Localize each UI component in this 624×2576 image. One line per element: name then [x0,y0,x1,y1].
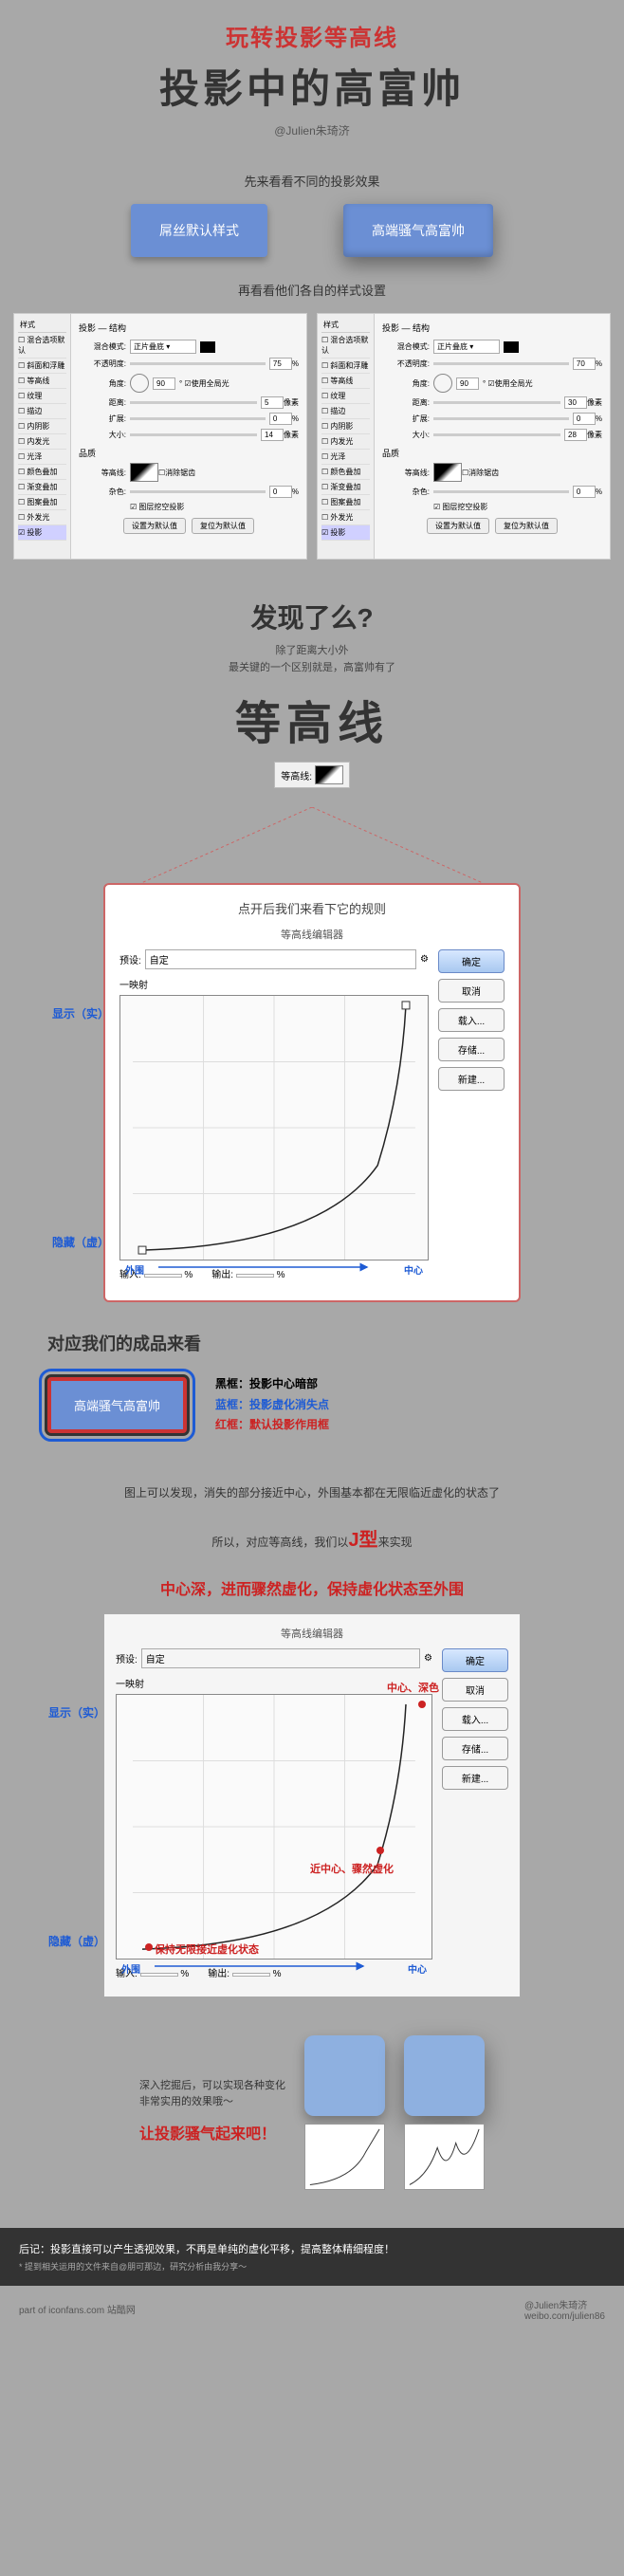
credits-right: @Julien朱琦济weibo.com/julien86 [524,2297,605,2322]
author: @Julien朱琦济 [0,122,624,138]
mini-curve-1 [304,2124,385,2190]
var-col-1 [304,2035,385,2190]
new-button[interactable]: 新建... [442,1766,508,1790]
side-item[interactable]: ☐ 颜色叠加 [18,465,66,480]
side-item[interactable]: ☐ 纹理 [321,389,370,404]
sample-square-1 [304,2035,385,2116]
side-item[interactable]: ☐ 颜色叠加 [321,465,370,480]
fancy-style-button: 高端骚气高富帅 [343,204,493,257]
editor-box: 点开后我们来看下它的规则 等高线编辑器 预设: 自定 ⚙ 一映射 [103,883,521,1302]
side-item[interactable]: ☐ 外发光 [18,510,66,525]
preset-row: 预设: 自定 ⚙ [119,949,429,969]
discover-section: 发现了么? 除了距离大小外最关键的一个区别就是，高富帅有了 等高线 等高线: [0,598,624,788]
section1-label: 先来看看不同的投影效果 [0,172,624,190]
editor-buttons: 确定 取消 载入... 存储... 新建... [438,949,505,1286]
save-button[interactable]: 存储... [438,1038,505,1061]
side-item[interactable]: ☐ 外发光 [321,510,370,525]
panel-right: 样式☐ 混合选项默认☐ 斜面和浮雕☐ 等高线☐ 纹理☐ 描边☐ 内阴影☐ 内发光… [317,313,611,560]
button-row: 屌丝默认样式 高端骚气高富帅 [0,204,624,257]
editor-rule-title: 点开后我们来看下它的规则 [119,899,505,917]
title-red: 玩转投影等高线 [0,19,624,52]
annot-hide: 隐藏（虚） [52,1234,109,1250]
red-statement: 中心深，进而骤然虚化，保持虚化状态至外围 [0,1576,624,1599]
load-button[interactable]: 载入... [438,1008,505,1032]
side-item[interactable]: ☑ 投影 [321,525,370,541]
dot-top [418,1701,426,1708]
side-item[interactable]: ☐ 图案叠加 [18,495,66,510]
ok-button[interactable]: 确定 [438,949,505,973]
ok-button[interactable]: 确定 [442,1648,508,1672]
cancel-button[interactable]: 取消 [442,1678,508,1702]
dot-mid [376,1847,384,1854]
discover-question: 发现了么? [0,598,624,635]
footer-main: 后记：投影直接可以产生透视效果，不再是单纯的虚化平移，提高整体精细程度！ [19,2241,605,2256]
save-button[interactable]: 存储... [442,1737,508,1760]
guide-lines [0,807,624,883]
discover-sub: 除了距离大小外最关键的一个区别就是，高富帅有了 [0,643,624,676]
curve-area[interactable]: 显示（实） 隐藏（虚） 外围 中心 [119,995,429,1260]
contour-big-label: 等高线 [0,686,624,752]
default-style-button: 屌丝默认样式 [131,204,267,257]
desc2: 所以，对应等高线，我们以J型来实现 [0,1523,624,1557]
panels-row: 样式☐ 混合选项默认☐ 斜面和浮雕☐ 等高线☐ 纹理☐ 描边☐ 内阴影☐ 内发光… [0,313,624,560]
product-button: 高端骚气高富帅 [47,1377,187,1433]
footer-sub: * 提到相关运用的文件来自@朋可那边，研究分析由我分享～ [19,2260,605,2272]
var-text: 深入挖掘后，可以实现各种变化 非常实用的效果哦～ 让投影骚气起来吧！ [139,2078,285,2147]
side-item[interactable]: ☐ 渐变叠加 [18,480,66,495]
load-button[interactable]: 载入... [442,1707,508,1731]
header: 玩转投影等高线 投影中的高富帅 @Julien朱琦济 [0,0,624,148]
legend: 黑框：投影中心暗部 蓝框：投影虚化消失点 红框：默认投影作用框 [215,1374,329,1436]
curve-area-2[interactable]: 中心、深色 近中心、骤然虚化 保持无限接近虚化状态 显示（实） 隐藏（虚） 外围… [116,1694,432,1960]
side-item[interactable]: ☐ 纹理 [18,389,66,404]
side-item[interactable]: ☐ 内阴影 [321,419,370,434]
side-item[interactable]: ☐ 混合选项默认 [18,333,66,359]
annot-show: 显示（实） [52,1005,109,1021]
var-slogan: 让投影骚气起来吧！ [139,2123,285,2147]
gear-icon[interactable]: ⚙ [420,954,429,965]
side-item[interactable]: ☐ 图案叠加 [321,495,370,510]
footer: 后记：投影直接可以产生透视效果，不再是单纯的虚化平移，提高整体精细程度！ * 提… [0,2228,624,2286]
dot-bot [145,1943,153,1951]
panel-left: 样式☐ 混合选项默认☐ 斜面和浮雕☐ 等高线☐ 纹理☐ 描边☐ 内阴影☐ 内发光… [13,313,307,560]
credits-left: part of iconfans.com 站酷网 [19,2302,136,2316]
section2-label: 再看看他们各自的样式设置 [0,281,624,299]
var-col-2 [404,2035,485,2190]
mini-curve-2 [404,2124,485,2190]
contour-thumb-icon [315,765,343,784]
title-main: 投影中的高富帅 [0,57,624,115]
product-title: 对应我们的成品来看 [47,1331,577,1355]
side-item[interactable]: ☐ 内发光 [18,434,66,450]
side-item[interactable]: ☐ 描边 [18,404,66,419]
product-section: 对应我们的成品来看 高端骚气高富帅 黑框：投影中心暗部 蓝框：投影虚化消失点 红… [0,1302,624,1464]
side-item[interactable]: ☐ 等高线 [321,374,370,389]
side-item[interactable]: ☐ 斜面和浮雕 [321,359,370,374]
new-button[interactable]: 新建... [438,1067,505,1091]
side-item[interactable]: ☐ 渐变叠加 [321,480,370,495]
editor-panel-title: 等高线编辑器 [119,927,505,942]
gear-icon[interactable]: ⚙ [424,1653,432,1664]
side-item[interactable]: ☐ 斜面和浮雕 [18,359,66,374]
annot-top: 中心、深色 [387,1680,439,1695]
credits: part of iconfans.com 站酷网 @Julien朱琦济weibo… [0,2286,624,2333]
contour-thumb-box: 等高线: [274,762,350,788]
annot-bot: 保持无限接近虚化状态 [155,1941,259,1957]
editor-box-2: 等高线编辑器 预设:自定⚙ 一映射 中心、深色 近中心、骤然虚化 保持无限接近虚… [103,1613,521,1997]
cancel-button[interactable]: 取消 [438,979,505,1003]
variations: 深入挖掘后，可以实现各种变化 非常实用的效果哦～ 让投影骚气起来吧！ [0,1997,624,2228]
side-item[interactable]: ☐ 光泽 [18,450,66,465]
side-item[interactable]: ☐ 光泽 [321,450,370,465]
side-item[interactable]: ☐ 混合选项默认 [321,333,370,359]
side-item[interactable]: ☐ 内发光 [321,434,370,450]
preset-select[interactable]: 自定 [145,949,416,969]
side-item[interactable]: ☐ 等高线 [18,374,66,389]
side-item[interactable]: ☐ 描边 [321,404,370,419]
side-item[interactable]: ☑ 投影 [18,525,66,541]
sample-square-2 [404,2035,485,2116]
side-item[interactable]: ☐ 内阴影 [18,419,66,434]
annot-mid: 近中心、骤然虚化 [310,1861,394,1876]
desc1: 图上可以发现，消失的部分接近中心，外围基本都在无限临近虚化的状态了 [0,1483,624,1504]
